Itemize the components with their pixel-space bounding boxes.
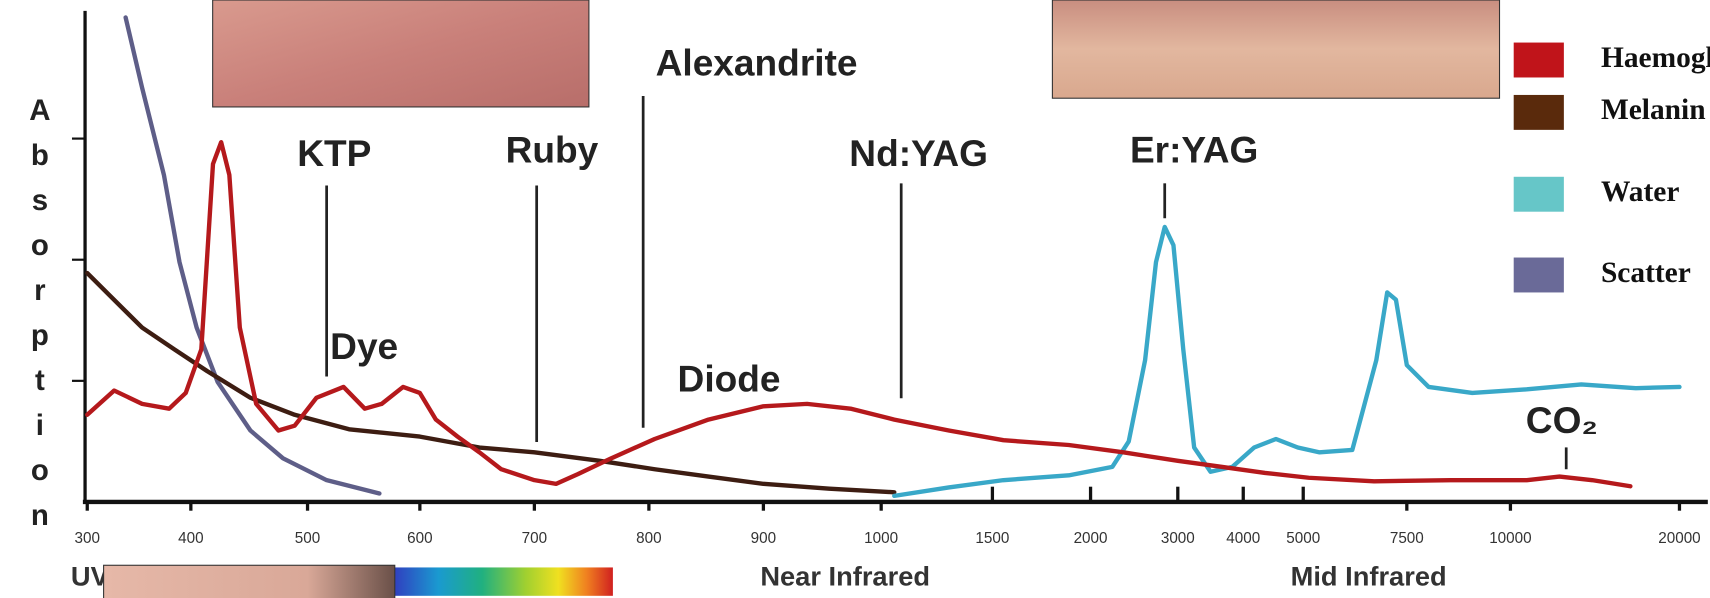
legend-swatch <box>1514 177 1564 212</box>
legend-swatch <box>1514 43 1564 78</box>
photo-skin <box>104 565 395 598</box>
x-tick-label: 3000 <box>1161 530 1195 547</box>
laser-label: Alexandrite <box>656 41 858 83</box>
x-tick-label: 800 <box>636 530 661 547</box>
legend-label: Melanin <box>1601 94 1706 126</box>
x-tick-label: 5000 <box>1286 530 1320 547</box>
laser-label: Dye <box>330 325 398 367</box>
x-tick-label: 400 <box>178 530 203 547</box>
y-axis-label: Absorption <box>23 94 56 544</box>
laser-label: Ruby <box>506 129 599 171</box>
x-tick-label: 2000 <box>1074 530 1108 547</box>
legend-label: Water <box>1601 176 1679 208</box>
x-tick-label: 500 <box>295 530 320 547</box>
legend-swatch <box>1514 95 1564 130</box>
region-label: Near Infrared <box>760 561 930 592</box>
region-label: Mid Infrared <box>1291 561 1447 592</box>
legend-label: Scatter <box>1601 257 1691 289</box>
laser-label: Er:YAG <box>1130 129 1258 171</box>
x-tick-label: 20000 <box>1658 530 1700 547</box>
laser-label: KTP <box>297 132 371 174</box>
legend-swatch <box>1514 258 1564 293</box>
photo-lips <box>1052 0 1499 98</box>
photo-nose <box>213 0 589 107</box>
laser-label: Nd:YAG <box>849 132 988 174</box>
x-tick-label: 4000 <box>1226 530 1260 547</box>
laser-label: Diode <box>678 358 781 400</box>
x-tick-label: 900 <box>751 530 776 547</box>
visible-spectrum-bar <box>395 567 613 595</box>
page: {"chart_data": { "type": "line", "y_labe… <box>0 0 1710 598</box>
x-tick-label: 700 <box>522 530 547 547</box>
chart: Absorption 300 400 500 600 700 800 900 1000 1500… <box>0 0 1710 598</box>
x-tick-label: 7500 <box>1390 530 1424 547</box>
x-tick-label: 1500 <box>975 530 1009 547</box>
x-tick-label: 300 <box>75 530 100 547</box>
laser-label: CO₂ <box>1526 399 1598 441</box>
legend-label: Haemoglobin <box>1601 42 1710 74</box>
x-tick-label: 10000 <box>1489 530 1531 547</box>
x-tick-label: 1000 <box>864 530 898 547</box>
x-tick-label: 600 <box>407 530 432 547</box>
